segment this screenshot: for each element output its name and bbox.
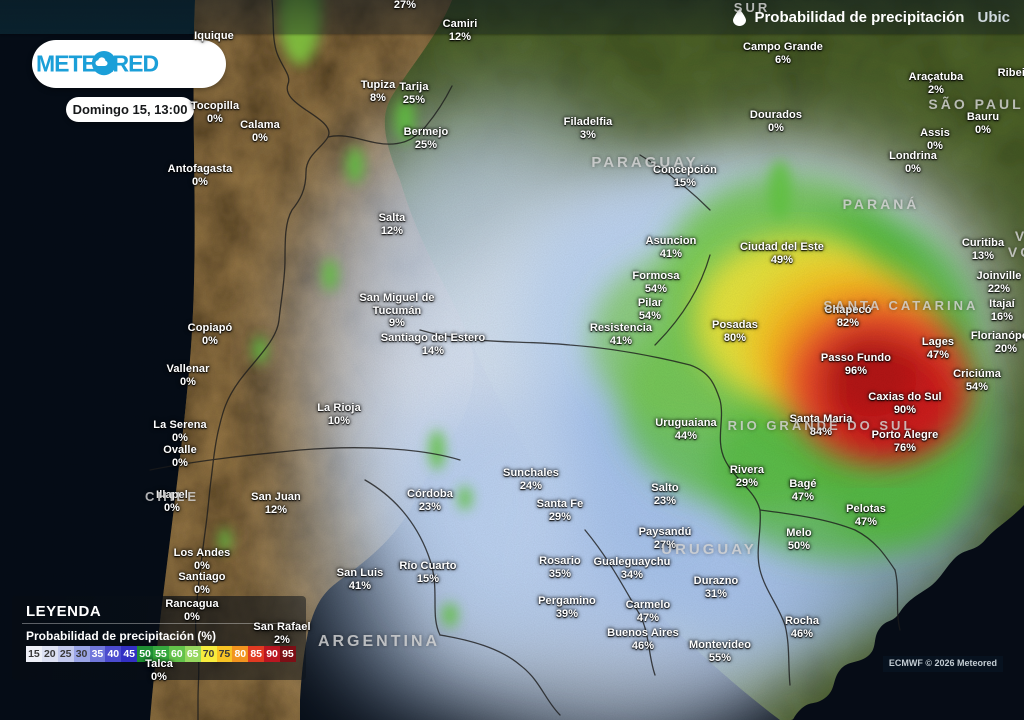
svg-text:RED: RED (113, 51, 159, 77)
svg-text:METE: METE (37, 51, 97, 77)
